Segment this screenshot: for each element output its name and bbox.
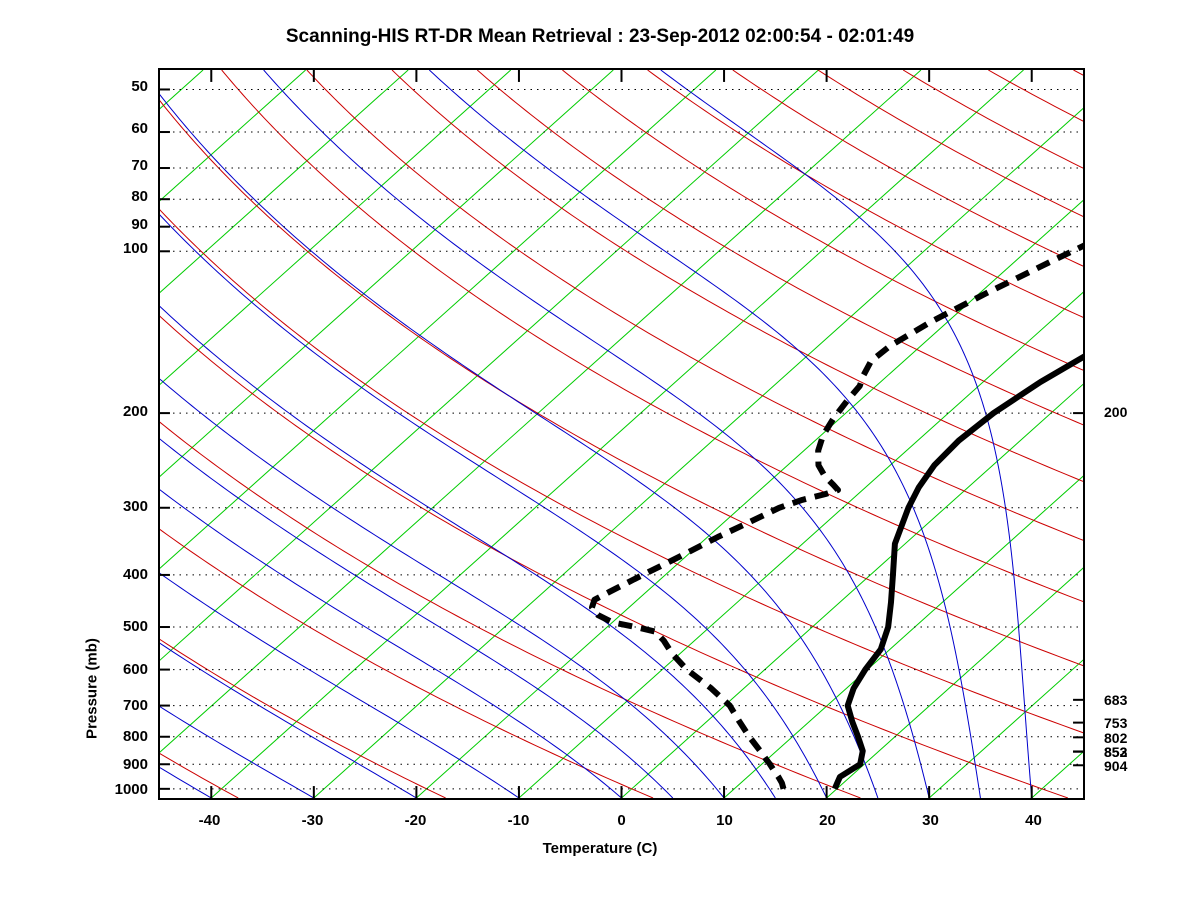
sounding-curves bbox=[588, 242, 1083, 790]
x-tick--30: -30 bbox=[301, 812, 324, 829]
x-tick--20: -20 bbox=[404, 812, 427, 829]
x-tick--40: -40 bbox=[198, 812, 221, 829]
y-tick-400: 400 bbox=[122, 565, 148, 583]
right-tick-200: 200 bbox=[1104, 403, 1128, 420]
y-tick-700: 700 bbox=[122, 697, 148, 715]
curve-dewpoint bbox=[588, 242, 1083, 790]
y-tick-90: 90 bbox=[131, 215, 148, 233]
right-tick-904: 904 bbox=[1104, 758, 1128, 775]
axis-ticks bbox=[160, 70, 1083, 798]
y-tick-900: 900 bbox=[122, 756, 148, 774]
page-title: Scanning-HIS RT-DR Mean Retrieval : 23-S… bbox=[285, 26, 915, 47]
x-tick--10: -10 bbox=[507, 812, 530, 829]
x-tick-30: 30 bbox=[922, 812, 939, 829]
y-axis-label-wrap: Pressure (mb) bbox=[10, 300, 170, 739]
plot-area bbox=[158, 68, 1085, 800]
isobar-gridlines bbox=[160, 89, 1083, 788]
isotherm-lines bbox=[160, 70, 1083, 798]
x-tick-10: 10 bbox=[716, 812, 733, 829]
y-tick-200: 200 bbox=[122, 402, 148, 420]
y-tick-300: 300 bbox=[122, 498, 148, 516]
y-tick-500: 500 bbox=[122, 618, 148, 636]
x-tick-0: 0 bbox=[617, 812, 626, 829]
y-tick-60: 60 bbox=[131, 120, 148, 138]
y-tick-100: 100 bbox=[122, 240, 148, 258]
x-tick-20: 20 bbox=[819, 812, 836, 829]
right-tick-683: 683 bbox=[1104, 692, 1128, 709]
right-tick-753: 753 bbox=[1104, 715, 1128, 732]
y-tick-600: 600 bbox=[122, 660, 148, 678]
x-tick-40: 40 bbox=[1025, 812, 1042, 829]
curve-temperature bbox=[832, 353, 1083, 790]
right-tick-852: 852 bbox=[1104, 744, 1128, 761]
y-tick-80: 80 bbox=[131, 187, 148, 205]
y-tick-1000: 1000 bbox=[114, 780, 148, 798]
y-tick-70: 70 bbox=[131, 156, 148, 174]
y-tick-800: 800 bbox=[122, 728, 148, 746]
right-tick-802: 802 bbox=[1104, 729, 1128, 746]
skewt-canvas bbox=[160, 70, 1083, 798]
moist-adiabat-lines bbox=[160, 70, 1032, 798]
y-tick-50: 50 bbox=[131, 77, 148, 95]
right-tick-853: 853 bbox=[1104, 744, 1128, 761]
dry-adiabat-lines bbox=[160, 70, 1083, 798]
x-axis-label: Temperature (C) bbox=[542, 840, 658, 857]
